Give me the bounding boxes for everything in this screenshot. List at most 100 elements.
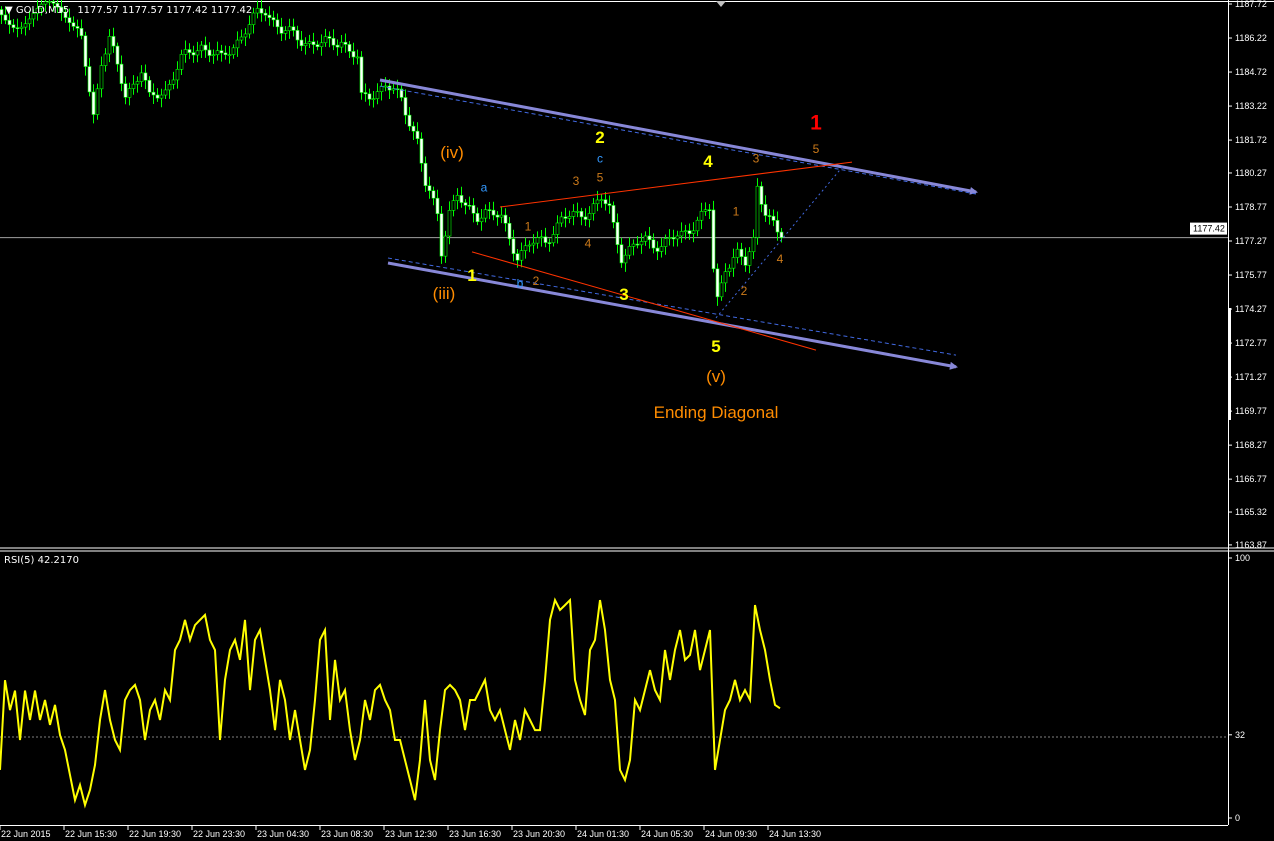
candle — [171, 71, 176, 90]
price-tick-label: 1180.27 — [1235, 168, 1267, 178]
candle-body — [155, 94, 160, 99]
chart-shift-marker-icon[interactable] — [716, 1, 726, 7]
candle — [639, 233, 644, 254]
candle-body — [531, 242, 536, 246]
candle — [747, 247, 752, 274]
candle-body — [579, 211, 584, 218]
candle — [203, 36, 208, 58]
candle — [447, 201, 452, 245]
wave-label: 1 — [733, 204, 740, 218]
price-tick-label: 1166.77 — [1235, 474, 1267, 484]
candle-body — [507, 222, 512, 240]
candle-body — [707, 209, 712, 212]
candle — [775, 211, 780, 241]
candle — [355, 49, 360, 65]
candle — [587, 206, 592, 228]
candle — [499, 206, 504, 224]
candle-body — [747, 251, 752, 266]
candle — [695, 216, 700, 237]
candle — [507, 216, 512, 246]
candle-body — [635, 243, 640, 246]
candle — [167, 79, 172, 99]
candle-body — [231, 47, 236, 55]
candle-body — [171, 79, 176, 85]
candle-body — [759, 185, 764, 205]
candle — [275, 13, 280, 35]
candle-body — [175, 68, 180, 81]
candle-body — [307, 41, 312, 44]
candle-body — [391, 88, 396, 91]
candle-body — [35, 7, 40, 14]
candle-body — [735, 248, 740, 258]
candle — [187, 43, 192, 60]
candle-body — [567, 216, 572, 219]
candle — [115, 42, 120, 72]
candle-body — [771, 215, 776, 221]
candle — [663, 234, 668, 255]
candle-body — [463, 202, 468, 206]
candle — [263, 9, 268, 22]
candle — [679, 222, 684, 243]
candle-body — [371, 98, 376, 100]
candle-body — [271, 17, 276, 21]
trendline-diagonal-lower[interactable] — [471, 251, 817, 351]
wave-label: Ending Diagonal — [654, 403, 779, 422]
candle-body — [627, 246, 632, 256]
rsi-tick-label: 100 — [1235, 553, 1250, 563]
scale-drag-handle[interactable] — [1228, 308, 1231, 420]
rsi-pane[interactable]: RSI(5) 42.2170 — [0, 555, 1228, 809]
trendline-dashed-upper[interactable] — [379, 85, 977, 195]
trendline-wedge-dotted[interactable] — [715, 164, 845, 319]
candle-body — [195, 50, 200, 56]
candle — [755, 178, 760, 245]
chart-header-symbol[interactable]: ▼ GOLD,M15 1177.57 1177.57 1177.42 1177.4… — [5, 5, 252, 16]
candle-body — [179, 54, 184, 70]
candle-body — [331, 38, 336, 46]
candle — [303, 37, 308, 55]
trendline-channel-lower[interactable] — [387, 261, 958, 370]
candle — [739, 242, 744, 266]
candle — [427, 176, 432, 199]
rsi-axis[interactable]: 100 32 0 — [1228, 553, 1250, 823]
candle-body — [311, 41, 316, 45]
wave-label: 4 — [777, 252, 784, 266]
candle — [35, 0, 40, 21]
trendline-dashed-lower[interactable] — [387, 257, 957, 356]
candle-body — [127, 88, 132, 98]
trendlines[interactable] — [379, 78, 978, 370]
trendline-diagonal-upper[interactable] — [499, 161, 853, 208]
trendline-channel-upper[interactable] — [379, 78, 978, 195]
candle-body — [335, 44, 340, 48]
candle-body — [367, 93, 372, 100]
candle-body — [767, 215, 772, 217]
candle — [571, 204, 576, 226]
candle-body — [511, 238, 516, 254]
candle-body — [43, 1, 48, 5]
candle — [127, 82, 132, 106]
candle-body — [19, 26, 24, 29]
price-axis[interactable]: 1187.72 1186.22 1184.72 1183.22 1181.72 1180.… — [1228, 0, 1267, 550]
candle-body — [0, 9, 4, 16]
candle-body — [7, 19, 12, 26]
candle-body — [407, 114, 412, 127]
candle-body — [219, 50, 224, 54]
time-axis[interactable]: 22 Jun 2015 22 Jun 15:30 22 Jun 19:30 22 Ju… — [0, 825, 821, 839]
candle-body — [139, 72, 144, 82]
candle-body — [111, 36, 116, 47]
candle — [767, 209, 772, 225]
candle-body — [763, 204, 768, 216]
candle-body — [315, 44, 320, 47]
candle-body — [51, 1, 56, 4]
candle-body — [143, 72, 148, 81]
candle-body — [435, 197, 440, 215]
candle — [243, 28, 248, 47]
candle-body — [355, 56, 360, 59]
candle — [119, 55, 124, 92]
candle-body — [211, 54, 216, 57]
candle — [0, 6, 4, 24]
candle-body — [471, 205, 476, 214]
candle — [247, 15, 252, 39]
